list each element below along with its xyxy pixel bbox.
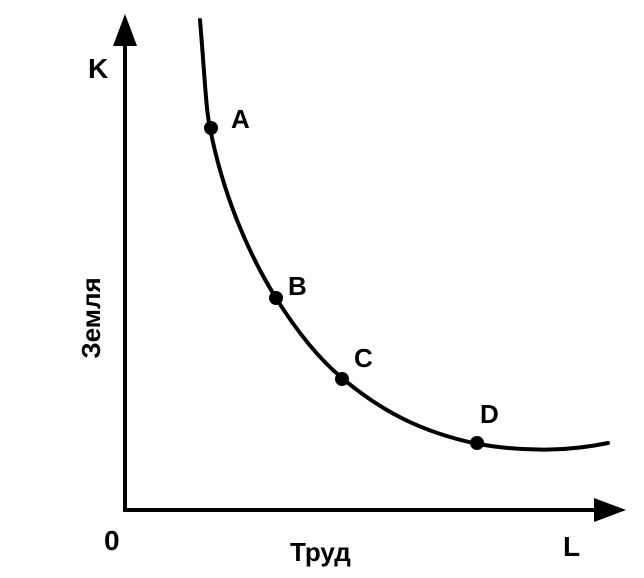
point-c-marker xyxy=(335,372,349,386)
y-axis-title: Земля xyxy=(76,277,106,358)
x-axis-arrow xyxy=(594,498,626,522)
point-a-marker xyxy=(204,121,218,135)
point-d-label: D xyxy=(480,399,499,429)
point-a-label: A xyxy=(231,104,250,134)
y-axis-letter: K xyxy=(88,53,108,84)
point-d-marker xyxy=(470,436,484,450)
x-axis-letter: L xyxy=(563,531,580,562)
point-b-marker xyxy=(269,291,283,305)
x-axis-title: Труд xyxy=(290,537,351,567)
y-axis-arrow xyxy=(113,14,137,46)
isoquant-curve xyxy=(198,18,610,452)
point-c-label: C xyxy=(354,343,373,373)
point-b-label: B xyxy=(288,271,307,301)
origin-label: 0 xyxy=(104,525,120,556)
